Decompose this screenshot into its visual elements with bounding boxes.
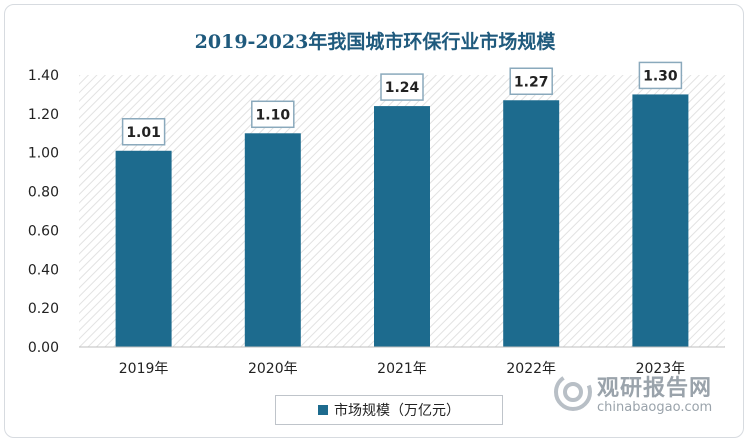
data-label: 1.27 [509,67,553,96]
legend-swatch [318,405,328,415]
bars [115,94,689,347]
x-tick-label: 2023年 [636,361,686,377]
watermark-logo-icon [554,373,592,411]
data-label: 1.24 [380,73,424,101]
x-tick-label: 2020年 [248,361,298,377]
chart-title: 2019-2023年我国城市环保行业市场规模 [194,31,556,53]
y-tick-label: 1.40 [28,68,59,84]
x-axis: 2019年 2020年 2021年 2022年 2023年 [79,346,725,377]
legend: 市场规模（万亿元） [275,395,503,425]
watermark-cn: 观研报告网 [597,376,713,401]
y-tick-label: 1.00 [28,146,59,162]
bar-chart: 0.00 0.20 0.40 0.60 0.80 1.00 1.20 1.40 1.01 1.1… [28,61,725,377]
y-tick-label: 0.80 [28,185,59,201]
data-label-box [509,67,553,96]
y-tick-label: 0.20 [28,301,59,317]
data-label-box [121,118,166,146]
y-tick-label: 1.20 [28,107,59,123]
bar [632,94,689,347]
bar [244,133,301,347]
data-label-box [380,73,424,101]
watermark: 观研报告网 chinabaogao.com [553,368,733,418]
y-tick-label: 0.40 [28,262,59,278]
chart-frame: 2019-2023年我国城市环保行业市场规模 0.00 0.20 0.40 0.60 0… [4,4,744,438]
data-label-box [251,100,295,129]
data-label-text: 1.27 [514,74,549,90]
y-axis: 0.00 0.20 0.40 0.60 0.80 1.00 1.20 1.40 [28,68,59,356]
data-label-text: 1.30 [643,68,678,84]
bar [503,100,560,347]
x-tick-label: 2019年 [119,361,169,377]
x-tick-label: 2021年 [377,361,427,377]
data-labels: 1.01 1.10 1.24 1.27 1.30 [121,61,683,146]
data-label: 1.10 [251,100,295,129]
x-tick-label: 2022年 [506,361,556,377]
data-label: 1.01 [121,118,166,146]
data-label: 1.30 [638,61,683,90]
data-label-box [638,61,683,90]
data-label-text: 1.24 [385,80,420,96]
data-label-text: 1.01 [126,125,161,141]
y-tick-label: 0.00 [28,340,59,356]
y-tick-label: 0.60 [28,223,59,239]
legend-label: 市场规模（万亿元） [334,403,460,419]
bar [115,150,172,347]
bar [374,106,430,347]
data-label-text: 1.10 [256,107,291,123]
watermark-en: chinabaogao.com [597,400,713,415]
